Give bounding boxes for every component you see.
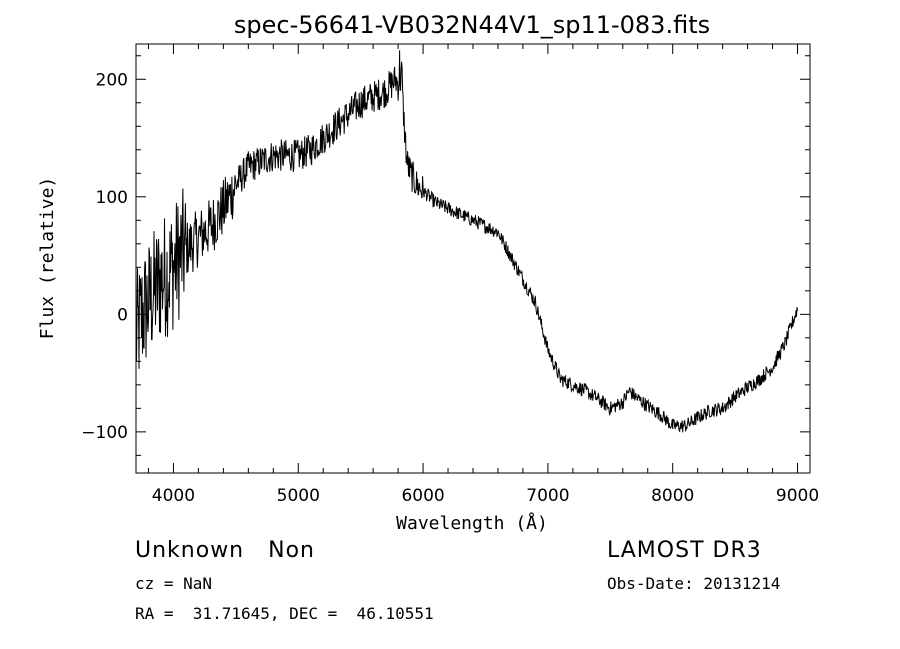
- x-tick-label: 9000: [776, 486, 819, 506]
- y-tick-label: −100: [81, 423, 128, 443]
- x-axis-label: Wavelength (Å): [396, 512, 548, 534]
- sky-coordinates: RA = 31.71645, DEC = 46.10551: [135, 604, 434, 623]
- y-axis-label: Flux (relative): [37, 177, 58, 340]
- x-tick-label: 6000: [401, 486, 444, 506]
- x-tick-label: 8000: [651, 486, 694, 506]
- x-tick-label: 5000: [277, 486, 320, 506]
- spectrum-line: [135, 50, 798, 433]
- y-tick-label: 0: [117, 305, 128, 325]
- y-tick-label: 100: [96, 188, 128, 208]
- spectral-class: Unknown Non: [135, 538, 315, 563]
- x-tick-label: 4000: [152, 486, 195, 506]
- chart-title: spec-56641-VB032N44V1_sp11-083.fits: [234, 11, 710, 39]
- y-tick-label: 200: [96, 70, 128, 90]
- x-tick-label: 7000: [526, 486, 569, 506]
- plot-area: 4000 5000 6000 7000 8000 9000 −100 0 100 200: [81, 43, 819, 506]
- redshift-cz: cz = NaN: [135, 574, 213, 593]
- survey-name: LAMOST DR3: [607, 538, 762, 563]
- observation-date: Obs-Date: 20131214: [607, 574, 781, 593]
